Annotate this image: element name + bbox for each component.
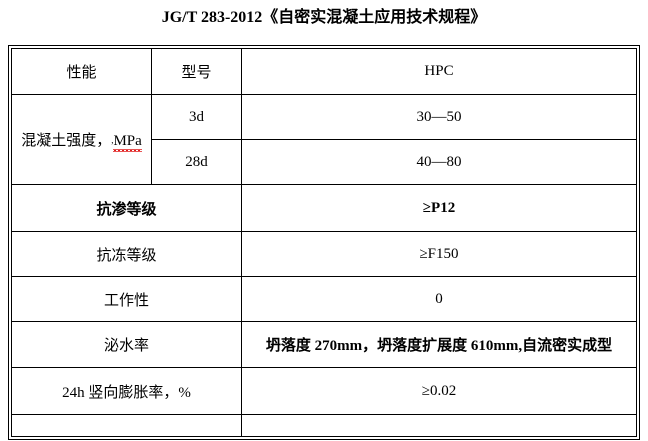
table-header-row: 性能 型号 HPC xyxy=(11,48,637,95)
value-vertical-expansion: ≥0.02 xyxy=(421,382,457,399)
model-label-28d: 28d xyxy=(185,153,208,170)
header-cell-property: 性能 xyxy=(11,48,152,95)
value-impermeability-grade: ≥P12 xyxy=(422,199,456,216)
frost-grade-label: 抗冻等级 xyxy=(96,247,157,264)
value-workability: 0 xyxy=(435,290,443,307)
value-cell-frost-grade: ≥F150 xyxy=(241,231,637,277)
header-label-property: 性能 xyxy=(66,65,97,81)
value-cell-bleeding-rate: 坍落度 270mm，坍落度扩展度 610mm,自流密实成型 xyxy=(241,321,637,368)
workability-label: 工作性 xyxy=(103,292,149,309)
specification-table: 性能 型号 HPC 混凝土强度，,MPa 3d xyxy=(11,48,637,437)
page-title: JG/T 283-2012《自密实混凝土应用技术规程》 xyxy=(161,9,487,26)
unit-mpa: MPa xyxy=(113,132,143,152)
table-row: 24h 竖向膨胀率，% ≥0.02 xyxy=(11,367,637,415)
row-label-frost-grade: 抗冻等级 xyxy=(11,231,242,277)
model-cell-3d: 3d xyxy=(151,94,242,140)
value-cell-strength-3d: 30—50 xyxy=(241,94,637,140)
value-frost-grade: ≥F150 xyxy=(419,245,459,262)
value-cell-strength-28d: 40—80 xyxy=(241,139,637,185)
table-row xyxy=(11,414,637,437)
table-row: 抗渗等级 ≥P12 xyxy=(11,184,637,232)
table-row: 混凝土强度，,MPa 3d 30—50 xyxy=(11,94,637,185)
header-cell-value: HPC xyxy=(241,48,637,95)
header-label-value: HPC xyxy=(424,63,454,79)
comma-glyph: , xyxy=(111,134,114,145)
table-row: 抗冻等级 ≥F150 xyxy=(11,231,637,277)
concrete-strength-label: 混凝土强度，,MPa xyxy=(12,129,151,152)
value-strength-3d: 30—50 xyxy=(416,108,462,125)
value-strength-28d: 40—80 xyxy=(416,153,462,170)
bleeding-rate-label: 泌水率 xyxy=(103,338,149,354)
row-label-bleeding-rate: 泌水率 xyxy=(11,321,242,368)
row-label-workability: 工作性 xyxy=(11,276,242,322)
concrete-strength-text: 混凝土强度， xyxy=(21,132,112,149)
row-label-concrete-strength: 混凝土强度，,MPa xyxy=(11,94,152,185)
value-cell-clipped xyxy=(241,414,637,437)
value-cell-workability: 0 xyxy=(241,276,637,322)
row-label-vertical-expansion: 24h 竖向膨胀率，% xyxy=(11,367,242,415)
table-row: 工作性 0 xyxy=(11,276,637,322)
row-label-clipped xyxy=(11,414,242,437)
value-cell-impermeability-grade: ≥P12 xyxy=(241,184,637,232)
header-label-model: 型号 xyxy=(181,65,212,81)
spec-table-container: 性能 型号 HPC 混凝土强度，,MPa 3d xyxy=(8,45,640,440)
table-row: 泌水率 坍落度 270mm，坍落度扩展度 610mm,自流密实成型 xyxy=(11,321,637,368)
vertical-expansion-label: 24h 竖向膨胀率，% xyxy=(62,384,191,401)
header-cell-model: 型号 xyxy=(151,48,242,95)
value-bleeding-rate: 坍落度 270mm，坍落度扩展度 610mm,自流密实成型 xyxy=(265,338,613,354)
row-label-impermeability-grade: 抗渗等级 xyxy=(11,184,242,232)
model-cell-28d: 28d xyxy=(151,139,242,185)
impermeability-grade-label: 抗渗等级 xyxy=(96,201,157,218)
model-label-3d: 3d xyxy=(189,108,204,125)
value-cell-vertical-expansion: ≥0.02 xyxy=(241,367,637,415)
table-row: 28d 40—80 xyxy=(12,139,637,185)
